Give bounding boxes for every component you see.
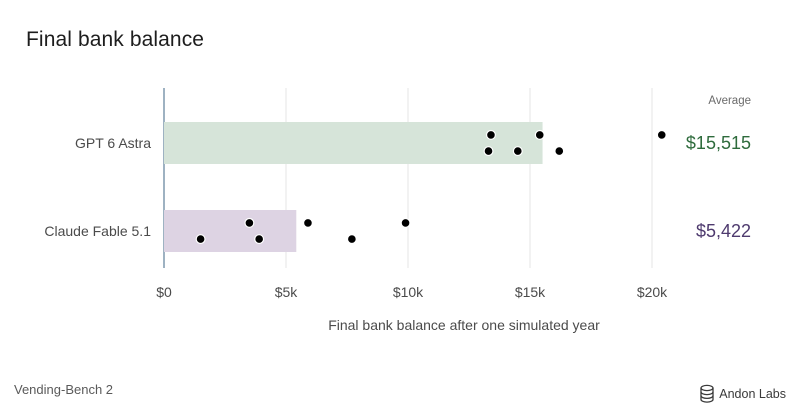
labels: GPT 6 Astra Claude Fable 5.1 $0 $5k $10k $15k…	[44, 95, 751, 333]
brand: Andon Labs	[699, 384, 786, 404]
data-point	[534, 129, 545, 140]
bars	[164, 122, 543, 252]
data-point	[483, 146, 494, 157]
data-point	[400, 217, 411, 228]
data-points	[195, 129, 667, 245]
category-label: GPT 6 Astra	[75, 135, 151, 151]
chart-title: Final bank balance	[26, 28, 205, 51]
bar	[164, 122, 543, 164]
brand-name: Andon Labs	[719, 387, 786, 401]
data-point	[254, 234, 265, 245]
data-point	[244, 217, 255, 228]
stacked-coins-icon	[699, 384, 715, 404]
x-tick-label: $5k	[275, 284, 299, 300]
average-value: $5,422	[696, 221, 751, 241]
data-point	[554, 146, 565, 157]
data-point	[512, 146, 523, 157]
bar	[164, 210, 297, 252]
x-axis-label: Final bank balance after one simulated y…	[328, 317, 600, 333]
x-tick-label: $0	[156, 284, 172, 300]
benchmark-name: Vending-Bench 2	[14, 382, 114, 397]
average-header: Average	[708, 95, 751, 107]
data-point	[346, 234, 357, 245]
average-value: $15,515	[686, 133, 751, 153]
data-point	[302, 217, 313, 228]
data-point	[485, 129, 496, 140]
x-tick-label: $15k	[515, 284, 546, 300]
category-label: Claude Fable 5.1	[44, 223, 151, 239]
x-tick-label: $20k	[637, 284, 668, 300]
data-point	[656, 129, 667, 140]
x-tick-label: $10k	[393, 284, 424, 300]
data-point	[195, 234, 206, 245]
